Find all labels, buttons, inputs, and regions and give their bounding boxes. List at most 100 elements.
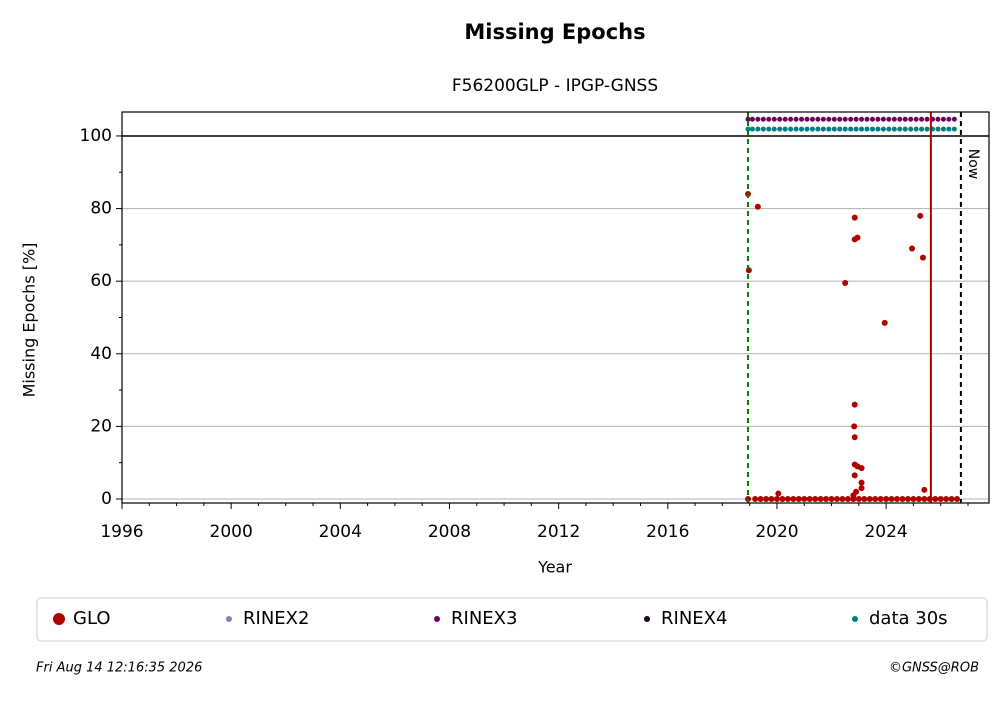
data-point [801,496,808,503]
data-point [851,472,858,479]
data-point [833,496,840,503]
legend-marker [226,616,232,622]
data-point [842,279,849,286]
data-point [853,116,859,122]
data-point [757,496,764,503]
data-point [877,496,884,503]
data-point [826,116,832,122]
data-point [815,116,821,122]
data-point [913,116,919,122]
x-tick-label: 2024 [864,522,907,542]
data-point [869,116,875,122]
chart-subtitle: F56200GLP - IPGP-GNSS [452,76,658,96]
data-point [881,319,888,326]
y-tick-label: 20 [90,416,112,436]
data-point [921,486,928,493]
data-point [859,116,865,122]
data-point [948,496,955,503]
data-point [943,496,950,503]
data-point [749,126,755,132]
data-point [858,465,865,472]
data-point [820,116,826,122]
data-point [842,116,848,122]
data-point [760,126,766,132]
data-point [784,496,791,503]
data-point [766,126,772,132]
data-point [752,496,759,503]
data-point [917,212,924,219]
data-point [886,116,892,122]
data-point [937,496,944,503]
data-point [875,116,881,122]
data-point [815,126,821,132]
data-point [854,234,861,241]
data-point [902,126,908,132]
data-point [935,116,941,122]
legend-marker [434,616,440,622]
data-point [850,496,857,503]
data-point [932,496,939,503]
data-point [809,126,815,132]
y-tick-label: 80 [90,199,112,219]
data-point [951,116,957,122]
data-point [946,126,952,132]
event-label: Now [965,149,981,180]
data-point [859,126,865,132]
data-point [869,126,875,132]
data-point [788,126,794,132]
footer-credit: ©GNSS@ROB [889,661,979,676]
data-point [913,126,919,132]
data-point [837,116,843,122]
data-point [921,496,928,503]
data-point [771,126,777,132]
data-point [809,116,815,122]
data-point [749,116,755,122]
data-point [777,116,783,122]
data-point [848,126,854,132]
data-point [897,126,903,132]
data-point [909,245,916,252]
data-point [883,496,890,503]
data-point [826,126,832,132]
data-point [946,116,952,122]
data-point [795,496,802,503]
data-point [817,496,824,503]
data-point [790,496,797,503]
data-point [851,214,858,221]
legend-box [36,597,988,642]
data-point [851,434,858,441]
data-point [763,496,770,503]
data-point [766,116,772,122]
data-point [782,116,788,122]
data-point [861,496,868,503]
data-point [919,116,925,122]
data-point [777,126,783,132]
data-point [768,496,775,503]
y-tick-label: 0 [101,489,112,509]
x-tick-label: 2012 [537,522,580,542]
data-point [886,126,892,132]
data-point [872,496,879,503]
data-point [793,126,799,132]
data-point [954,496,961,503]
data-point [775,490,782,497]
x-tick-label: 2016 [646,522,689,542]
data-point [782,126,788,132]
data-point [806,496,813,503]
data-point [864,126,870,132]
data-point [828,496,835,503]
data-point [755,116,761,122]
x-tick-label: 2020 [755,522,798,542]
data-point [745,116,751,122]
data-point [812,496,819,503]
data-point [888,496,895,503]
data-point [820,126,826,132]
chart-title: Missing Epochs [464,20,645,44]
y-tick-label: 100 [80,126,112,146]
data-point [831,126,837,132]
legend-marker [644,616,650,622]
legend-label: data 30s [869,608,948,629]
x-tick-label: 2008 [428,522,471,542]
legend-label: RINEX4 [661,608,727,629]
